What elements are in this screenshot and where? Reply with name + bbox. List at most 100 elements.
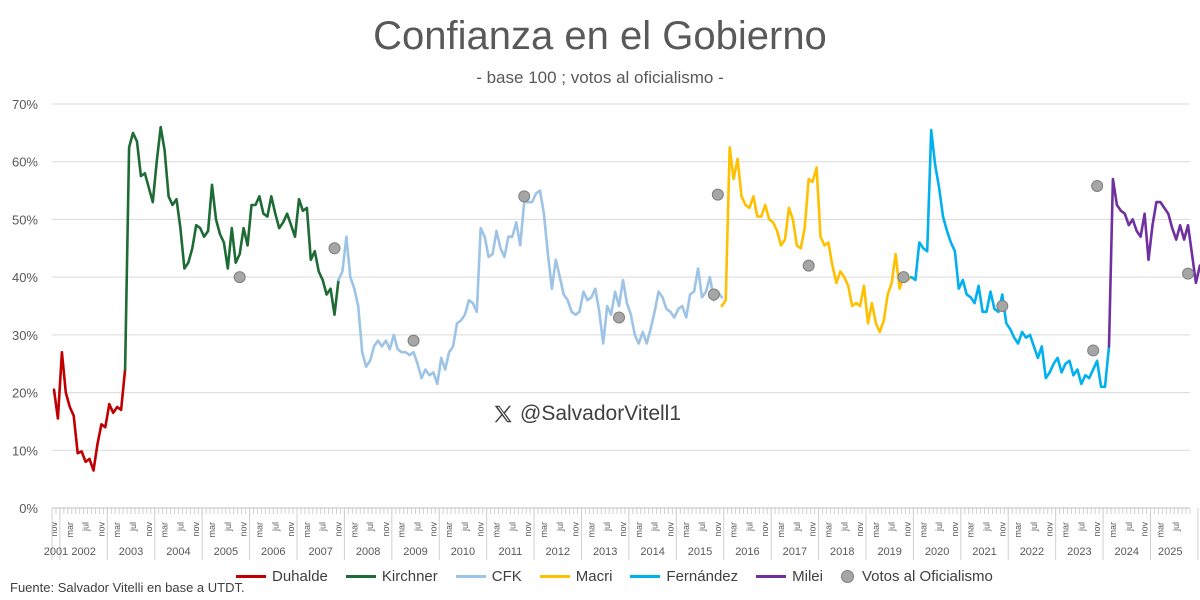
- watermark-handle: @SalvadorVitell1: [520, 402, 682, 425]
- month-tick-label: mar: [918, 522, 928, 538]
- legend-item-fernandez: Fernández: [630, 568, 738, 585]
- year-label: 2008: [356, 546, 380, 558]
- year-label: 2023: [1067, 546, 1091, 558]
- legend-label-milei: Milei: [792, 568, 823, 585]
- month-tick-label: jul: [839, 522, 849, 532]
- series-lines: [52, 125, 1200, 472]
- year-label: 2009: [403, 546, 427, 558]
- legend-swatch-votes: [840, 570, 854, 583]
- year-label: 2007: [308, 546, 332, 558]
- vote-marker: [707, 288, 720, 301]
- month-tick-label: jul: [318, 522, 328, 532]
- y-tick-label: 40%: [12, 270, 38, 285]
- series-line-duhalde: [52, 350, 127, 472]
- month-tick-label: nov: [96, 522, 106, 537]
- axes: 0%10%20%30%40%50%60%70%nov mar jul nov mar ju…: [12, 97, 1199, 560]
- gridlines: [52, 103, 1190, 509]
- month-tick-label: jul: [128, 522, 138, 532]
- vote-marker: [518, 190, 531, 203]
- month-tick-label: mar: [112, 522, 122, 538]
- month-tick-label: mar: [586, 522, 596, 538]
- month-tick-label: jul: [270, 522, 280, 532]
- y-tick-label: 20%: [12, 386, 38, 401]
- month-tick-label: jul: [507, 522, 517, 532]
- month-tick-label: nov: [997, 522, 1007, 537]
- series-line-kirchner: [123, 125, 340, 371]
- month-tick-label: nov: [239, 522, 249, 537]
- year-label: 2024: [1115, 546, 1139, 558]
- y-tick-label: 60%: [12, 155, 38, 170]
- year-label: 2014: [640, 546, 664, 558]
- vote-marker: [802, 259, 815, 272]
- month-tick-label: nov: [760, 522, 770, 537]
- y-tick-label: 10%: [12, 443, 38, 458]
- series-line-macri: [720, 146, 913, 334]
- month-tick-label: mar: [539, 522, 549, 538]
- legend-item-kirchner: Kirchner: [345, 568, 438, 585]
- month-tick-label: mar: [160, 522, 170, 538]
- month-tick-label: mar: [871, 522, 881, 538]
- legend-item-macri: Macri: [539, 568, 612, 585]
- month-tick-label: jul: [413, 522, 423, 532]
- month-tick-label: mar: [1155, 522, 1165, 538]
- month-tick-label: mar: [634, 522, 644, 538]
- month-tick-label: nov: [1140, 522, 1150, 537]
- year-label: 2003: [119, 546, 143, 558]
- month-tick-label: jul: [460, 522, 470, 532]
- watermark: @SalvadorVitell1: [492, 402, 681, 426]
- y-tick-label: 70%: [12, 97, 38, 112]
- month-tick-label: mar: [492, 522, 502, 538]
- month-tick-label: nov: [665, 522, 675, 537]
- year-label: 2002: [71, 546, 95, 558]
- series-line-fernandez: [910, 128, 1111, 389]
- vote-marker: [711, 188, 724, 201]
- month-tick-label: mar: [1013, 522, 1023, 538]
- month-tick-label: mar: [1108, 522, 1118, 538]
- month-tick-label: mar: [966, 522, 976, 538]
- year-label: 2019: [877, 546, 901, 558]
- vote-marker: [1091, 179, 1104, 192]
- month-tick-label: jul: [81, 522, 91, 532]
- vote-marker: [996, 300, 1009, 312]
- month-tick-label: nov: [571, 522, 581, 537]
- legend-swatch-cfk: [455, 575, 486, 578]
- year-label: 2022: [1020, 546, 1044, 558]
- year-label: 2005: [214, 546, 238, 558]
- month-tick-label: nov: [855, 522, 865, 537]
- month-tick-label: mar: [65, 522, 75, 538]
- month-tick-label: nov: [808, 522, 818, 537]
- month-tick-label: nov: [49, 522, 59, 537]
- month-tick-label: nov: [286, 522, 296, 537]
- month-tick-label: nov: [523, 522, 533, 537]
- month-tick-label: mar: [397, 522, 407, 538]
- legend-label-fernandez: Fernández: [666, 568, 739, 585]
- series-line-milei: [1107, 177, 1200, 348]
- legend-label-kirchner: Kirchner: [381, 568, 438, 585]
- series-line-cfk: [337, 189, 724, 386]
- legend-item-cfk: CFK: [455, 568, 522, 585]
- month-tick-label: nov: [191, 522, 201, 537]
- y-tick-label: 30%: [12, 328, 38, 343]
- month-tick-label: mar: [681, 522, 691, 538]
- month-tick-label: nov: [618, 522, 628, 537]
- legend-swatch-kirchner: [345, 575, 376, 578]
- month-tick-label: jul: [602, 522, 612, 532]
- month-tick-label: jul: [934, 522, 944, 532]
- year-label: 2001: [44, 546, 68, 558]
- month-tick-label: mar: [776, 522, 786, 538]
- year-label: 2021: [972, 546, 996, 558]
- month-tick-label: jul: [1124, 522, 1134, 532]
- month-tick-label: jul: [1171, 522, 1181, 532]
- legend-label-votes: Votos al Oficialismo: [861, 568, 993, 585]
- vote-marker: [1087, 344, 1100, 357]
- year-label: 2020: [925, 546, 949, 558]
- month-tick-label: jul: [887, 522, 897, 532]
- month-tick-label: jul: [792, 522, 802, 532]
- month-tick-label: nov: [950, 522, 960, 537]
- month-tick-label: mar: [349, 522, 359, 538]
- year-label: 2011: [499, 546, 523, 558]
- legend-item-votes: Votos al Oficialismo: [840, 568, 993, 585]
- month-tick-label: mar: [302, 522, 312, 538]
- month-tick-label: nov: [902, 522, 912, 537]
